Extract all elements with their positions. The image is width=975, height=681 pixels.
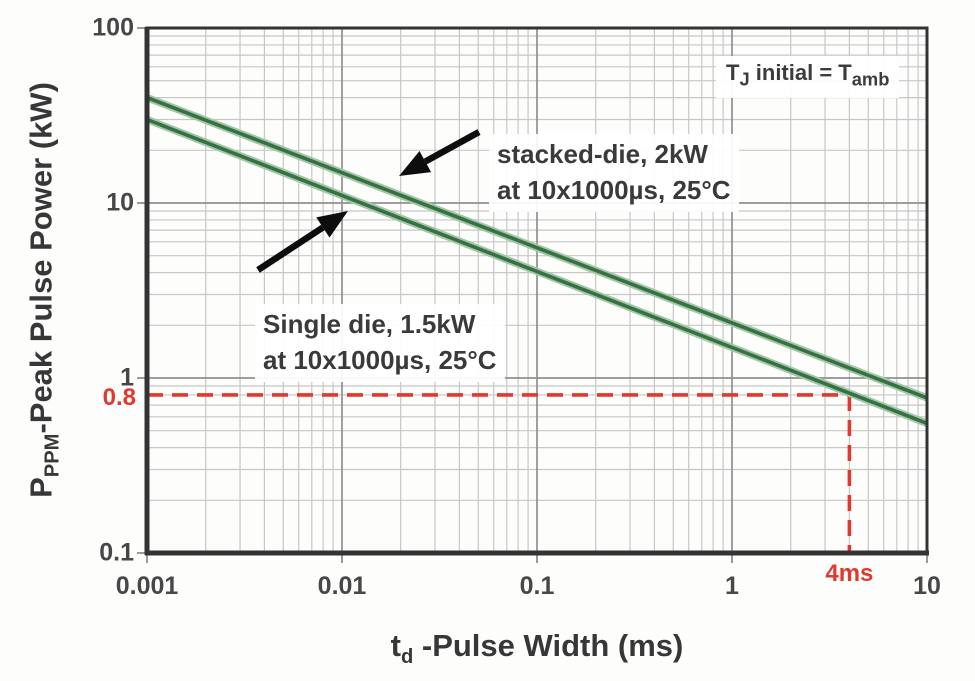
note-symbol: T: [726, 60, 740, 85]
x-axis-title: td -Pulse Width (ms): [391, 628, 684, 669]
series-line-stacked-die: [146, 95, 928, 400]
x-tick-label-0.1: 0.1: [519, 572, 555, 600]
stacked-die-label-line2: at 10x1000µs, 25°C: [497, 175, 731, 205]
note-text: initial = T: [749, 60, 852, 85]
arrow-to-stacked-die-head: [399, 151, 432, 176]
x-title-text: -Pulse Width (ms): [413, 628, 684, 663]
y-tick-label-0.1: 0.1: [99, 538, 134, 567]
y-tick-label-100: 100: [92, 13, 134, 42]
x-tick-label-10: 10: [913, 572, 941, 600]
x-title-symbol: t: [390, 628, 401, 663]
x-tick-label-0.01: 0.01: [317, 572, 367, 600]
y-tick-label-1: 1: [120, 363, 134, 392]
reference-x-label: 4ms: [825, 560, 874, 587]
x-title-subscript: d: [400, 646, 414, 669]
y-title-symbol: P: [23, 477, 59, 498]
single-die-label-line2: at 10x1000µs, 25°C: [263, 345, 497, 375]
x-tick-label-0.001: 0.001: [115, 572, 179, 600]
note-subscript-amb: amb: [851, 68, 890, 90]
y-tick-label-10: 10: [106, 188, 134, 217]
annotation-stacked-die: stacked-die, 2kW at 10x1000µs, 25°C: [489, 134, 739, 212]
annotation-single-die: Single die, 1.5kW at 10x1000µs, 25°C: [255, 304, 505, 382]
arrow-to-single-die-shaft: [256, 224, 325, 273]
x-tick-label-1: 1: [725, 572, 739, 600]
y-title-subscript: PPM: [41, 433, 64, 478]
single-die-label-line1: Single die, 1.5kW: [263, 309, 476, 339]
note-subscript-j: J: [739, 68, 750, 90]
series-line-single-die: [146, 117, 928, 426]
reference-y-label: 0.8: [102, 383, 136, 411]
y-title-text: -Peak Pulse Power (kW): [23, 82, 59, 434]
stacked-die-label-line1: stacked-die, 2kW: [497, 139, 708, 169]
y-axis-title: PPPM-Peak Pulse Power (kW): [23, 82, 64, 498]
condition-note: TJ initial = Tamb: [716, 56, 900, 99]
arrow-to-stacked-die-shaft: [423, 129, 481, 165]
arrow-to-single-die-head: [316, 211, 348, 238]
